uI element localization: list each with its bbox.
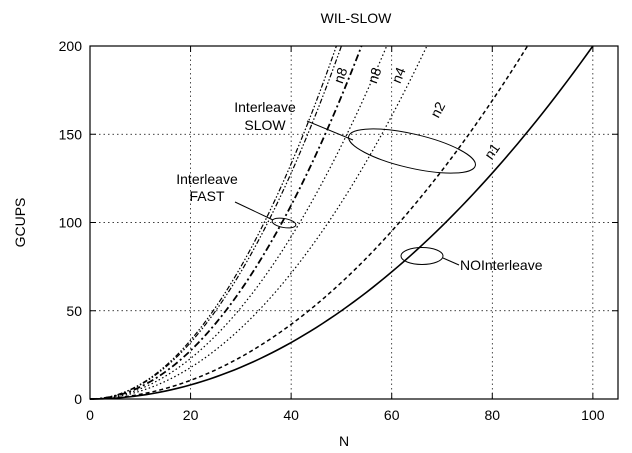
x-tick-label: 0 — [86, 407, 94, 423]
series-line-3 — [89, 45, 428, 400]
y-tick-label: 50 — [66, 303, 82, 319]
plot-frame — [89, 45, 619, 400]
x-tick-label: 80 — [484, 407, 500, 423]
y-axis-label: GCUPS — [12, 198, 28, 248]
interleave-fast-ellipse — [271, 217, 297, 229]
chart-title: WIL-SLOW — [321, 10, 393, 26]
interleave-slow-label-line1: Interleave — [234, 99, 296, 115]
series-line-6 — [89, 45, 342, 400]
interleave-slow-label-line2: SLOW — [244, 117, 286, 133]
curve-label-n2: n2 — [427, 99, 449, 120]
interleave-fast-label-line1: Interleave — [176, 171, 238, 187]
grid — [90, 46, 618, 399]
curve-label-n1: n1 — [481, 140, 503, 162]
curve-label-n8-fast: n8 — [330, 65, 350, 85]
series-line-4 — [89, 45, 388, 400]
y-tick-label: 100 — [59, 215, 83, 231]
nointerleave-pointer — [442, 257, 460, 266]
x-tick-label: 40 — [283, 407, 299, 423]
series-line-2 — [89, 45, 529, 400]
annotations: n8 n8 n4n2n1InterleaveSLOWInterleaveFASTNO… — [176, 65, 542, 273]
curve-label-n8-slow: n8 — [364, 65, 384, 85]
ticks: 0 20 40 60 80 100 0 50 100 150 200 — [59, 38, 618, 423]
nointerleave-label: NOInterleave — [460, 257, 543, 273]
interleave-fast-pointer — [234, 201, 274, 221]
interleave-slow-ellipse — [348, 128, 476, 174]
x-tick-label: 20 — [183, 407, 199, 423]
series-line-7 — [89, 45, 337, 400]
nointerleave-ellipse — [400, 247, 444, 265]
y-tick-label: 200 — [59, 38, 83, 54]
x-tick-label: 60 — [384, 407, 400, 423]
interleave-slow-pointer — [306, 120, 354, 141]
curves — [89, 45, 594, 400]
interleave-fast-label-line2: FAST — [189, 188, 224, 204]
x-tick-label: 100 — [581, 407, 605, 423]
x-axis-label: N — [339, 433, 349, 449]
curve-label-n4: n4 — [388, 65, 409, 86]
y-tick-label: 150 — [59, 126, 83, 142]
series-line-1 — [89, 45, 594, 400]
y-tick-label: 0 — [74, 391, 82, 407]
series-line-5 — [89, 45, 363, 400]
